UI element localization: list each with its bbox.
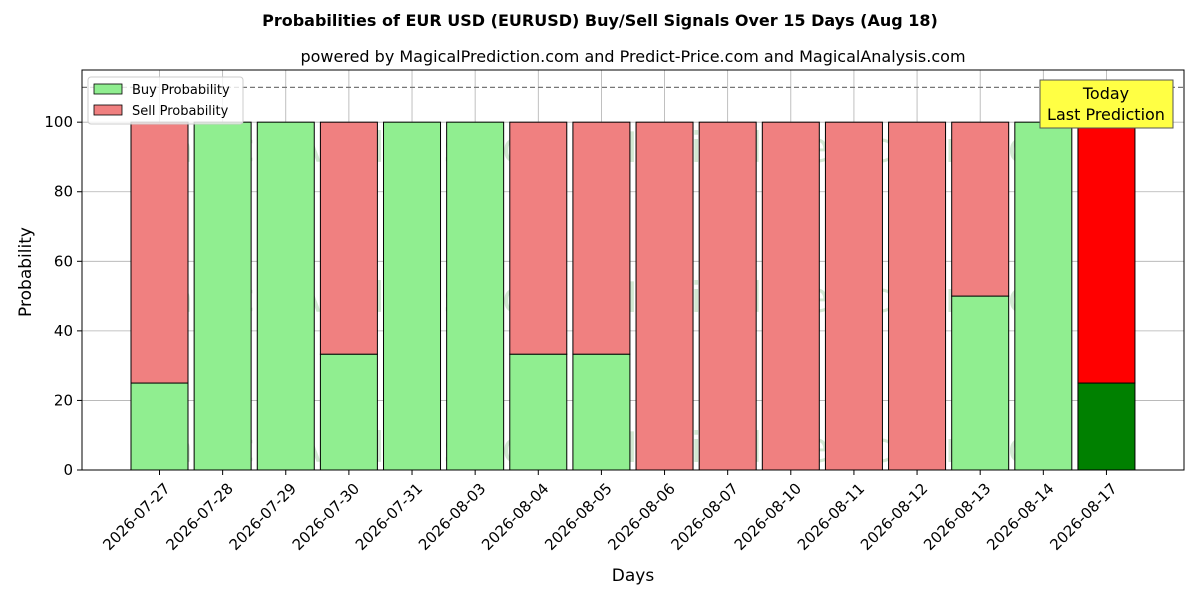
legend-swatch	[93, 104, 123, 116]
x-tick-label: 2026-07-30	[289, 480, 363, 554]
y-tick-label: 80	[54, 183, 73, 201]
buy-bar	[256, 121, 315, 471]
x-tick-label: 2026-08-03	[415, 480, 489, 554]
x-tick-label: 2026-07-29	[226, 480, 300, 554]
sell-bar	[951, 121, 1010, 297]
x-tick-label: 2026-07-31	[352, 480, 426, 554]
legend-box	[87, 76, 244, 125]
y-axis-label: Probability	[16, 227, 36, 317]
x-tick-label: 2026-08-07	[668, 480, 742, 554]
today-annotation: Today Last Prediction	[1039, 79, 1174, 129]
buy-bar	[130, 382, 189, 471]
buy-bar	[951, 295, 1010, 471]
legend: Buy Probability Sell Probability	[87, 76, 244, 125]
sell-bar	[888, 121, 947, 471]
sell-bar	[1077, 121, 1136, 384]
x-tick-label: 2026-08-10	[731, 480, 805, 554]
sell-bar	[698, 121, 757, 471]
today-box-bg	[1039, 79, 1174, 129]
today-label: Today	[1082, 84, 1129, 103]
buy-bar	[1014, 121, 1073, 471]
sell-bar	[761, 121, 820, 471]
x-tick-label: 2026-08-14	[983, 480, 1057, 554]
sell-bar	[635, 121, 694, 471]
legend-label: Sell Probability	[132, 104, 229, 119]
y-tick-label: 20	[54, 391, 73, 409]
buy-bar	[1077, 382, 1136, 471]
x-axis-label: Days	[612, 566, 655, 586]
y-tick-label: 60	[54, 252, 73, 270]
sell-bar	[509, 121, 568, 355]
buy-bar	[319, 353, 378, 471]
x-tick-label: 2026-08-17	[1046, 480, 1120, 554]
x-tick-label: 2026-08-13	[920, 480, 994, 554]
bars-layer	[82, 86, 1184, 471]
y-tick-label: 40	[54, 322, 73, 340]
buy-bar	[193, 121, 252, 471]
legend-swatch	[93, 83, 123, 95]
x-tick-label: 2026-08-04	[478, 480, 552, 554]
sell-bar	[319, 121, 378, 355]
x-tick-label: 2026-08-06	[604, 480, 678, 554]
buy-bar	[572, 353, 631, 471]
x-tick-label: 2026-08-05	[541, 480, 615, 554]
legend-label: Buy Probability	[132, 83, 230, 98]
buy-bar	[509, 353, 568, 471]
x-tick-label: 2026-07-28	[163, 480, 237, 554]
buy-bar	[383, 121, 442, 471]
last-prediction-label: Last Prediction	[1047, 105, 1165, 124]
y-tick-label: 100	[44, 113, 73, 131]
sell-bar	[824, 121, 883, 471]
plot-frame	[81, 69, 1185, 471]
x-tick-label: 2026-08-11	[794, 480, 868, 554]
chart-title: Probabilities of EUR USD (EURUSD) Buy/Se…	[262, 11, 938, 30]
x-tick-label: 2026-07-27	[99, 480, 173, 554]
sell-bar	[572, 121, 631, 355]
chart-subtitle: powered by MagicalPrediction.com and Pre…	[300, 47, 965, 66]
y-tick-label: 0	[63, 461, 73, 479]
buy-bar	[446, 121, 505, 471]
sell-bar	[130, 121, 189, 384]
x-tick-label: 2026-08-12	[857, 480, 931, 554]
